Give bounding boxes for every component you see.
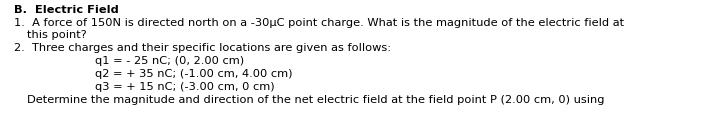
Text: 1.  A force of 150N is directed north on a -30μC point charge. What is the magni: 1. A force of 150N is directed north on … xyxy=(14,18,624,28)
Text: Determine the magnitude and direction of the net electric field at the field poi: Determine the magnitude and direction of… xyxy=(27,95,605,105)
Text: q2 = + 35 nC; (-1.00 cm, 4.00 cm): q2 = + 35 nC; (-1.00 cm, 4.00 cm) xyxy=(95,69,292,79)
Text: q3 = + 15 nC; (-3.00 cm, 0 cm): q3 = + 15 nC; (-3.00 cm, 0 cm) xyxy=(95,82,274,92)
Text: 2.  Three charges and their specific locations are given as follows:: 2. Three charges and their specific loca… xyxy=(14,43,391,53)
Text: B.  Electric Field: B. Electric Field xyxy=(14,5,119,15)
Text: this point?: this point? xyxy=(27,30,86,40)
Text: q1 = - 25 nC; (0, 2.00 cm): q1 = - 25 nC; (0, 2.00 cm) xyxy=(95,56,244,66)
